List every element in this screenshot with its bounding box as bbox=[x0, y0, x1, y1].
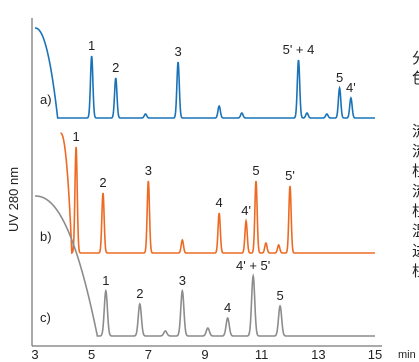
trace-b-peak-label-3: 3 bbox=[145, 163, 152, 178]
trace-a-peak-label-1: 1 bbox=[88, 38, 95, 53]
trace-c bbox=[35, 195, 375, 337]
trace-a-peak-label-11: 4' bbox=[346, 80, 356, 95]
series-label-1: a) bbox=[40, 92, 52, 107]
side-char-3: 流 bbox=[412, 124, 419, 139]
trace-b-peak-label-5: 4 bbox=[216, 195, 223, 210]
x-unit-label: min bbox=[398, 349, 416, 361]
side-char-10: 柱 bbox=[412, 264, 419, 279]
trace-c-peak-label-7: 4' + 5' bbox=[236, 258, 270, 273]
trace-c-peak-label-2: 2 bbox=[136, 286, 143, 301]
trace-a-peak-label-10: 5 bbox=[336, 70, 343, 85]
side-char-2: 色 bbox=[412, 71, 419, 86]
x-tick-label-6: 13 bbox=[311, 347, 325, 362]
trace-b-peak-label-7: 5 bbox=[252, 163, 259, 178]
trace-b-peak-label-1: 1 bbox=[72, 129, 79, 144]
trace-b bbox=[60, 132, 375, 255]
trace-c-peak-label-4: 3 bbox=[179, 273, 186, 288]
y-axis-label: UV 280 nm bbox=[6, 167, 21, 232]
trace-a-peak-label-2: 2 bbox=[112, 60, 119, 75]
trace-c-peak-label-6: 4 bbox=[224, 300, 231, 315]
side-char-8: 温 bbox=[412, 224, 419, 239]
trace-b-peak-label-10: 5' bbox=[285, 168, 295, 183]
x-tick-label-2: 5 bbox=[88, 347, 95, 362]
series-label-3: c) bbox=[40, 310, 51, 325]
x-tick-label-3: 7 bbox=[145, 347, 152, 362]
side-char-9: 进 bbox=[412, 244, 419, 259]
trace-a-peak-label-4: 3 bbox=[174, 44, 181, 59]
side-char-1: 分 bbox=[412, 51, 419, 66]
side-char-4: 流 bbox=[412, 144, 419, 159]
side-char-7: 柱 bbox=[412, 204, 419, 219]
x-tick-label-1: 3 bbox=[31, 347, 38, 362]
series-label-2: b) bbox=[40, 229, 52, 244]
trace-c-peak-label-8: 5 bbox=[276, 288, 283, 303]
x-tick-label-4: 9 bbox=[201, 347, 208, 362]
side-char-5: 柱 bbox=[412, 164, 419, 179]
trace-b-peak-label-6: 4' bbox=[241, 203, 251, 218]
trace-c-peak-label-1: 1 bbox=[102, 273, 109, 288]
x-tick-label-7: 15 bbox=[368, 347, 382, 362]
trace-b-peak-label-2: 2 bbox=[99, 175, 106, 190]
trace-a-peak-label-7: 5' + 4 bbox=[283, 42, 315, 57]
side-char-6: 流 bbox=[412, 184, 419, 199]
trace-a bbox=[34, 27, 375, 119]
x-tick-label-5: 11 bbox=[255, 347, 269, 362]
